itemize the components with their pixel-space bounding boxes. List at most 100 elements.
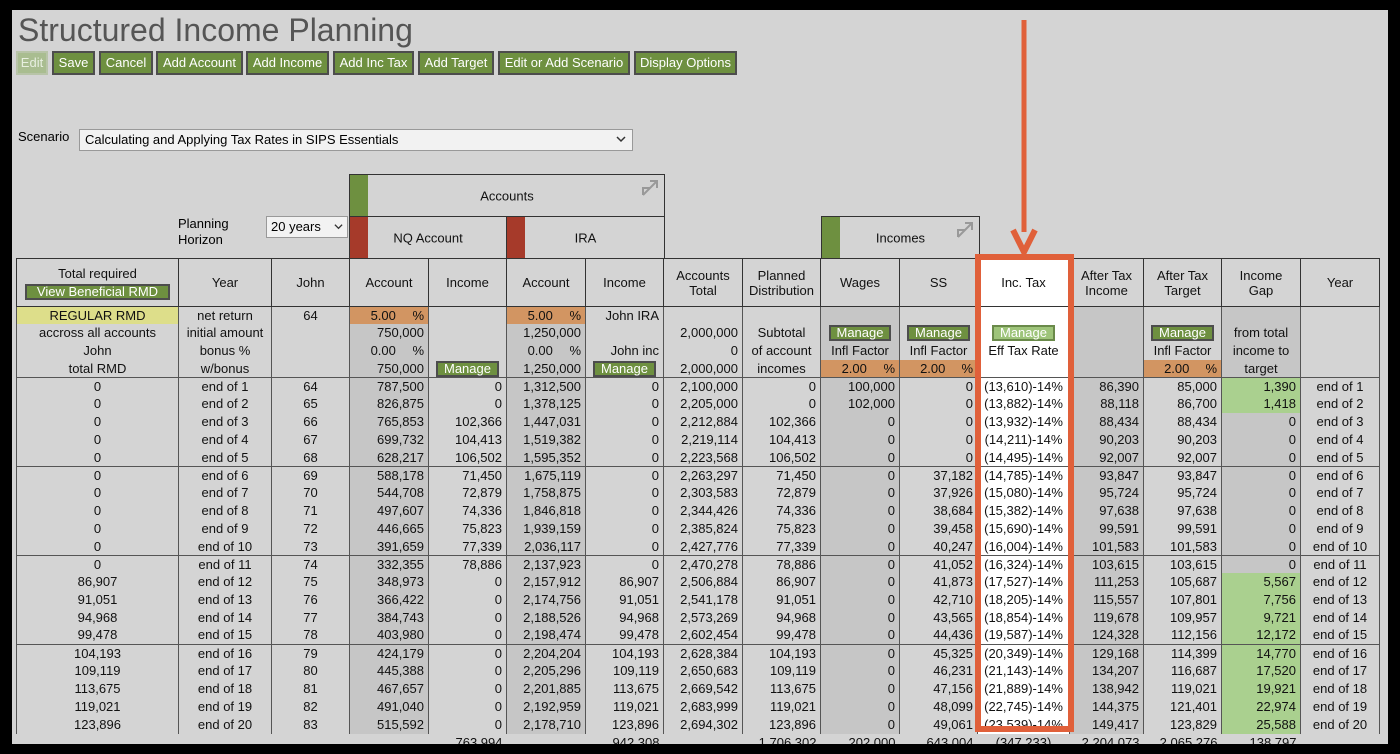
inc-tax-cell: (15,690)-14% <box>977 520 1070 538</box>
john-age-cell: 75 <box>271 573 350 592</box>
chevron-down-icon <box>616 136 626 143</box>
nq-income-cell: 106,502 <box>428 448 507 467</box>
ss-cell: 43,565 <box>899 609 978 627</box>
view-beneficial-rmd-button[interactable]: View Beneficial RMD <box>24 283 171 300</box>
after-tax-target-cell: 97,638 <box>1143 502 1222 521</box>
year-cell: end of 1 <box>178 377 272 396</box>
nq-return-input[interactable]: 5.00% <box>349 306 429 325</box>
year-header: Year <box>178 258 272 307</box>
rmd-cell: 0 <box>16 448 179 467</box>
wages-manage-button[interactable]: Manage <box>828 325 892 342</box>
ira-income-manage-button[interactable]: Manage <box>593 360 656 377</box>
john-age-cell: 72 <box>271 520 350 538</box>
ira-account-cell: 2,205,296 <box>506 662 586 681</box>
table-row: 0 end of 3 66 765,853 102,366 1,447,031 0 2,212… <box>16 413 1380 432</box>
accounts-total-cell: 2,470,278 <box>663 555 743 574</box>
ss-cell: 45,325 <box>899 644 978 663</box>
after-tax-income-cell: 88,434 <box>1069 413 1144 432</box>
ira-income-cell: 0 <box>585 484 664 503</box>
incomes-color-bar <box>822 217 840 258</box>
nq-income-cell: 0 <box>428 591 507 610</box>
wages-cell: 0 <box>820 555 900 574</box>
nq-income-cell: 0 <box>428 377 507 396</box>
nq-income-manage-button[interactable]: Manage <box>436 360 499 377</box>
down-arrow-icon <box>1010 20 1038 258</box>
add-account-button[interactable]: Add Account <box>156 51 243 75</box>
after-tax-target-cell: 119,021 <box>1143 680 1222 699</box>
planned-distribution-cell: 0 <box>742 377 821 396</box>
table-row: 113,675 end of 18 81 467,657 0 2,201,885 113,6… <box>16 680 1380 699</box>
after-tax-target-cell: 95,724 <box>1143 484 1222 503</box>
target-manage-button[interactable]: Manage <box>1151 325 1214 342</box>
ira-return-input[interactable]: 5.00% <box>506 306 586 325</box>
income-gap-cell: 7,756 <box>1221 591 1301 610</box>
total-ira-account <box>507 734 586 744</box>
rmd-cell: 0 <box>16 395 179 414</box>
edit-or-add-scenario-button[interactable]: Edit or Add Scenario <box>498 51 630 75</box>
inc-tax-cell: (21,889)-14% <box>977 680 1070 699</box>
ira-income-cell: 0 <box>585 466 664 485</box>
income-gap-cell: 0 <box>1221 555 1301 574</box>
planning-horizon-select[interactable]: 20 years <box>266 216 348 238</box>
john-age-cell: 80 <box>271 662 350 681</box>
display-options-button[interactable]: Display Options <box>634 51 737 75</box>
rmd-cell: 0 <box>16 484 179 503</box>
income-gap-cell: 0 <box>1221 502 1301 521</box>
scenario-select[interactable]: Calculating and Applying Tax Rates in SI… <box>79 129 633 151</box>
year-right-cell: end of 2 <box>1300 395 1380 414</box>
rmd-cell: 0 <box>16 555 179 574</box>
ss-cell: 37,182 <box>899 466 978 485</box>
year-cell: end of 3 <box>178 413 272 432</box>
after-tax-target-cell: 107,801 <box>1143 591 1222 610</box>
collapse-icon[interactable] <box>640 178 660 198</box>
nq-account-cell: 384,743 <box>349 609 429 627</box>
nq-color-bar <box>350 217 368 258</box>
add-income-button[interactable]: Add Income <box>246 51 329 75</box>
wages-infl-input[interactable]: 2.00% <box>820 359 900 379</box>
cancel-button[interactable]: Cancel <box>99 51 153 75</box>
year-right-cell: end of 4 <box>1300 431 1380 449</box>
ss-manage-button[interactable]: Manage <box>907 325 970 342</box>
tax-manage-button[interactable]: Manage <box>992 325 1055 342</box>
ira-color-bar <box>507 217 525 258</box>
nq-income-cell: 0 <box>428 573 507 592</box>
inc-tax-cell: (21,143)-14% <box>977 662 1070 681</box>
accounts-total-cell: 2,263,297 <box>663 466 743 485</box>
ss-cell: 37,926 <box>899 484 978 503</box>
save-button[interactable]: Save <box>52 51 95 75</box>
ss-infl-input[interactable]: 2.00% <box>899 359 978 379</box>
wages-cell: 0 <box>820 644 900 663</box>
planning-horizon-value: 20 years <box>271 219 321 234</box>
regular-rmd-cell[interactable]: REGULAR RMD <box>16 306 179 325</box>
edit-button[interactable]: Edit <box>16 51 48 75</box>
nq-income-cell: 0 <box>428 609 507 627</box>
year-right-cell: end of 17 <box>1300 662 1380 681</box>
inc-tax-cell: (13,610)-14% <box>977 377 1070 396</box>
planned-distribution-cell: 106,502 <box>742 448 821 467</box>
nq-income-cell: 78,886 <box>428 555 507 574</box>
target-infl-input[interactable]: 2.00% <box>1143 359 1222 379</box>
year-right-cell: end of 11 <box>1300 555 1380 574</box>
wages-cell: 102,000 <box>820 395 900 414</box>
ira-account-cell: 2,204,204 <box>506 644 586 663</box>
rmd-cell: 0 <box>16 520 179 538</box>
total-inc-tax: (347,233) <box>995 734 1052 744</box>
table-row: 0 end of 11 74 332,355 78,886 2,137,923 0 2,470… <box>16 555 1380 574</box>
inc-tax-cell: (16,324)-14% <box>977 555 1070 574</box>
incomes-group-header: Incomes <box>821 216 980 259</box>
rmd-cell: 109,119 <box>16 662 179 681</box>
nq-account-cell: 348,973 <box>349 573 429 592</box>
add-target-button[interactable]: Add Target <box>418 51 494 75</box>
table-row: 104,193 end of 16 79 424,179 0 2,204,204 104,1… <box>16 644 1380 663</box>
john-age-cell: 78 <box>271 626 350 645</box>
nq-account-group-header: NQ Account <box>349 216 507 259</box>
wages-cell: 0 <box>820 591 900 610</box>
nq-account-cell: 497,607 <box>349 502 429 521</box>
planned-distribution-cell: 113,675 <box>742 680 821 699</box>
collapse-icon[interactable] <box>955 220 975 240</box>
add-inc-tax-button[interactable]: Add Inc Tax <box>333 51 414 75</box>
year-right-cell: end of 3 <box>1300 413 1380 432</box>
total-after-tax-target: 2,065,276 <box>1159 734 1218 744</box>
year-cell: end of 9 <box>178 520 272 538</box>
nq-account-cell: 826,875 <box>349 395 429 414</box>
